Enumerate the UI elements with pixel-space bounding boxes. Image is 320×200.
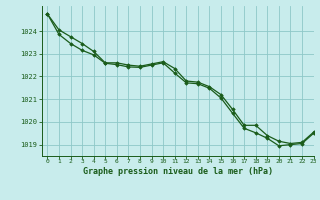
X-axis label: Graphe pression niveau de la mer (hPa): Graphe pression niveau de la mer (hPa) [83, 167, 273, 176]
